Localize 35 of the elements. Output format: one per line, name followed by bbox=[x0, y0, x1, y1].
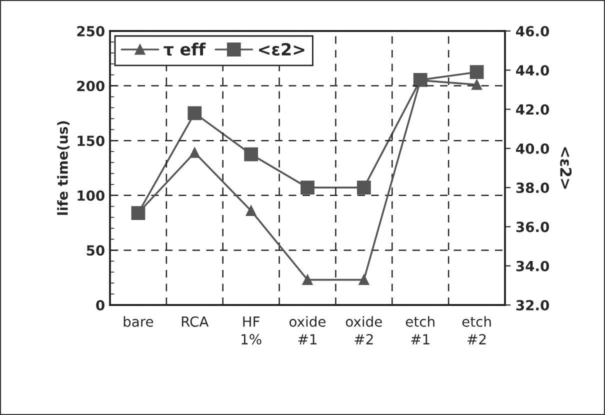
y2-tick-label: 44.0 bbox=[516, 65, 550, 76]
y-axis-title: life time(us) bbox=[57, 121, 70, 215]
point bbox=[356, 180, 371, 195]
y-tick-label: 150 bbox=[78, 136, 104, 146]
y2-tick-label: 42.0 bbox=[516, 104, 550, 115]
y2-tick-label: 36.0 bbox=[516, 222, 550, 232]
y2-tick-label: 34.0 bbox=[516, 260, 550, 272]
x-tick-label: bare bbox=[124, 316, 154, 327]
point bbox=[244, 147, 258, 162]
legend-label: τ eff bbox=[164, 42, 206, 56]
point bbox=[300, 180, 314, 195]
y-tick-label: 50 bbox=[86, 245, 104, 256]
point bbox=[472, 79, 482, 90]
y2-tick-label: 46.0 bbox=[516, 26, 550, 36]
y2-axis-title: <ε2> bbox=[560, 147, 572, 189]
y2-tick-label: 40.0 bbox=[516, 143, 550, 154]
point bbox=[246, 206, 256, 216]
y-tick-label: 100 bbox=[78, 190, 104, 201]
y-tick-label: 0 bbox=[96, 300, 104, 310]
y-tick-label: 250 bbox=[77, 26, 104, 36]
y-tick-label: 200 bbox=[77, 80, 104, 92]
x-tick-label: etch #1 bbox=[406, 316, 434, 344]
y2-tick-label: 38.0 bbox=[516, 182, 550, 194]
point bbox=[470, 65, 484, 80]
point bbox=[302, 274, 313, 285]
x-tick-label: HF 1% bbox=[242, 316, 262, 345]
x-tick-label: oxide #1 bbox=[290, 316, 326, 344]
y2-tick-label: 32.0 bbox=[516, 300, 550, 310]
x-tick-label: RCA bbox=[182, 316, 209, 327]
point bbox=[189, 147, 200, 158]
legend-label: <ε2> bbox=[259, 42, 304, 56]
x-tick-label: etch #2 bbox=[462, 316, 491, 344]
point bbox=[358, 274, 370, 285]
x-tick-label: oxide #2 bbox=[346, 316, 382, 344]
point bbox=[188, 106, 202, 120]
